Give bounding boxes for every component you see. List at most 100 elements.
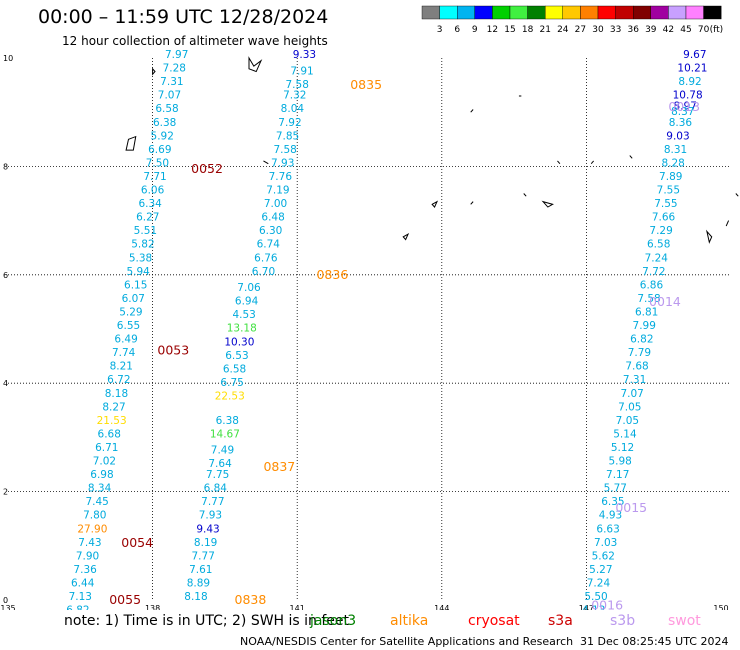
y-tick-label: 8 (3, 162, 8, 171)
pass-time-label: 0055 (109, 592, 141, 607)
wave-height-value: 5.98 (608, 456, 631, 468)
wave-height-value: 7.55 (654, 198, 677, 210)
x-tick-label: 141 (290, 604, 305, 610)
wave-height-value: 7.49 (211, 445, 234, 457)
altimeter-pass: 9.337.917.587.328.047.927.857.587.937.76… (252, 49, 382, 278)
wave-height-value: 7.31 (160, 76, 183, 88)
wave-height-value: 7.07 (620, 388, 643, 400)
wave-height-value: 6.82 (630, 334, 653, 346)
wave-height-value: 6.75 (220, 377, 243, 389)
y-tick-label: 10 (3, 54, 13, 63)
wave-height-value: 7.13 (69, 591, 92, 603)
wave-height-value: 7.24 (587, 577, 611, 589)
y-tick-label: 4 (3, 379, 8, 388)
wave-height-value: 6.86 (640, 279, 664, 291)
island-outline (125, 135, 137, 151)
wave-height-value: 4.53 (232, 309, 255, 321)
wave-height-value: 7.31 (623, 374, 646, 386)
wave-height-value: 8.31 (664, 144, 687, 156)
colorbar-legend: 3 6 9 12 15 18 21 24 27 30 33 36 39 42 45 70 (ft) (421, 5, 723, 35)
colorbar-tick: 18 (522, 25, 534, 35)
wave-height-value: 6.58 (155, 103, 178, 115)
pass-time-label: 0836 (316, 267, 348, 282)
altimeter-pass: 6.82 0055 (66, 592, 141, 610)
wave-height-value: 9.33 (293, 49, 316, 61)
wave-height-value: 6.58 (647, 239, 670, 251)
island-outline (735, 193, 739, 197)
colorbar-tick: 27 (575, 25, 586, 35)
wave-height-value: 6.44 (71, 577, 95, 589)
altimeter-pass: 0838 (235, 592, 267, 607)
altimeter-pass: 0016 (591, 597, 623, 610)
wave-height-value: 7.91 (290, 65, 313, 77)
wave-height-value: 6.53 (225, 350, 248, 362)
altimeter-pass: 27.90 7.437.90 7.366.44 7.13 0054 (69, 523, 154, 603)
wave-height-value: 4.93 (599, 510, 622, 522)
wave-height-value: 6.30 (259, 225, 282, 237)
wave-height-value: 7.02 (93, 456, 116, 468)
island-outline (557, 160, 561, 165)
wave-height-value: 6.84 (204, 483, 228, 495)
wave-height-value: 5.51 (134, 225, 157, 237)
wave-height-value: 6.82 (66, 605, 89, 610)
wave-height-value: 22.53 (215, 390, 245, 402)
wave-height-value: 7.03 (594, 537, 617, 549)
wave-height-value: 7.85 (276, 130, 299, 142)
altimeter-pass: 7.97 7.287.31 7.076.58 6.385.92 6.697.50 7.71… (122, 49, 223, 305)
wave-height-value: 10.78 (673, 90, 703, 102)
wave-height-value: 5.38 (129, 252, 152, 264)
x-tick-label: 135 (0, 604, 15, 610)
wave-height-value: 6.70 (252, 266, 275, 278)
colorbar-tick: 24 (557, 25, 569, 35)
wave-height-value: 27.90 (77, 523, 107, 535)
x-tick-label: 144 (434, 604, 449, 610)
wave-height-value: 7.17 (606, 469, 629, 481)
colorbar-tick: 33 (610, 25, 621, 35)
wave-height-value: 8.36 (669, 117, 693, 129)
colorbar-tick: 70 (698, 25, 710, 35)
colorbar-tick: 15 (504, 25, 515, 35)
wave-height-value: 7.76 (269, 171, 293, 183)
wave-height-value: 7.89 (659, 171, 682, 183)
wave-height-value: 8.27 (102, 401, 125, 413)
wave-height-value: 8.97 (674, 100, 697, 112)
wave-height-value: 5.29 (119, 306, 142, 318)
colorbar-tick: 30 (592, 25, 604, 35)
wave-height-value: 7.58 (637, 293, 660, 305)
wave-height-value: 6.81 (635, 306, 658, 318)
wave-height-value: 6.76 (254, 252, 278, 264)
pass-time-label: 0835 (350, 77, 382, 92)
wave-height-value: 10.21 (677, 63, 707, 75)
wave-height-value: 9.67 (683, 49, 706, 61)
wave-height-value: 7.74 (112, 347, 136, 359)
island-outline (725, 220, 730, 227)
wave-height-value: 7.55 (657, 185, 680, 197)
pass-time-label: 0014 (649, 294, 681, 309)
pass-time-label: 0838 (235, 592, 267, 607)
wave-height-value: 7.24 (645, 252, 669, 264)
wave-height-value: 8.18 (105, 388, 128, 400)
wave-height-value: 7.80 (83, 510, 106, 522)
wave-height-value: 7.05 (618, 401, 641, 413)
satellite-legend-item: s3a (548, 613, 573, 629)
wave-height-value: 7.06 (237, 282, 261, 294)
pass-time-label: 0016 (591, 597, 623, 610)
wave-height-value: 21.53 (97, 415, 127, 427)
wave-height-value: 8.34 (88, 483, 112, 495)
wave-height-value: 5.62 (592, 550, 615, 562)
wave-height-value: 8.89 (187, 577, 210, 589)
pass-time-label: 0837 (263, 459, 295, 474)
wave-height-value: 7.28 (163, 63, 186, 75)
map-title: 00:00 – 11:59 UTC 12/28/2024 (38, 6, 329, 28)
map-subtitle: 12 hour collection of altimeter wave hei… (62, 34, 328, 48)
wave-height-value: 6.06 (141, 185, 165, 197)
wave-height-value: 6.69 (148, 144, 171, 156)
island-outline (541, 200, 554, 208)
altimeter-pass: 4.936.63 7.035.62 5.277.24 5.50 4.13 0015 (582, 500, 647, 610)
satellite-legend-item: altika (390, 613, 429, 629)
wave-height-value: 14.67 (210, 428, 240, 440)
wave-height-value: 7.45 (85, 496, 108, 508)
satellite-legend-item: s3b (610, 613, 636, 629)
